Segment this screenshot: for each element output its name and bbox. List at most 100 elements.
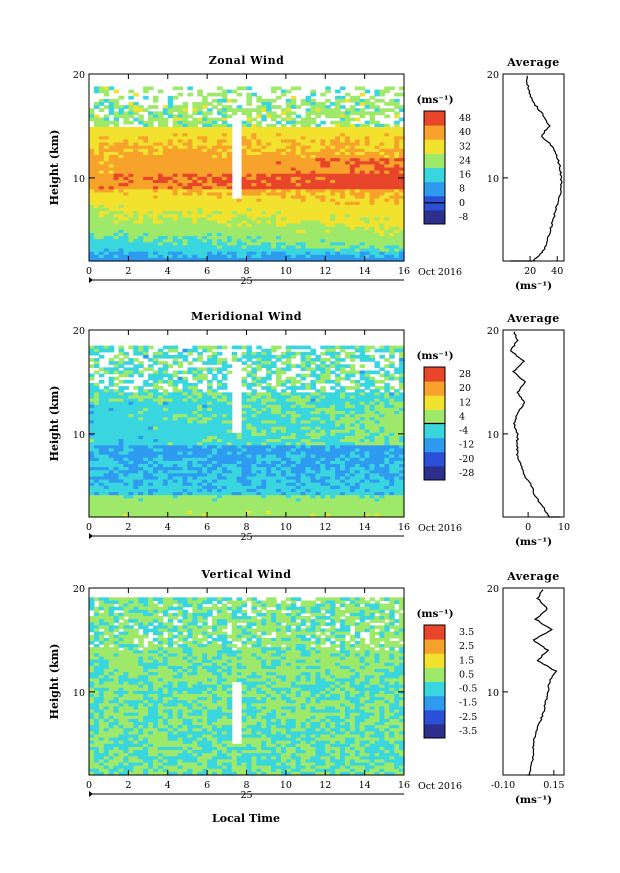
heatmap-cell: [93, 179, 100, 184]
heatmap-cell: [241, 173, 248, 178]
heatmap-cell: [354, 407, 361, 412]
heatmap-cell: [354, 148, 361, 153]
heatmap-cell: [157, 232, 164, 237]
heatmap-cell: [251, 186, 257, 190]
heatmap-cell: [212, 105, 218, 109]
heatmap-cell: [315, 420, 321, 425]
heatmap-cell: [187, 389, 193, 393]
heatmap-cell: [271, 139, 277, 144]
heatmap-cell: [276, 195, 282, 200]
heatmap-cell: [369, 198, 376, 203]
heatmap-cell: [148, 133, 154, 137]
heatmap-cell: [192, 411, 198, 415]
heatmap-cell: [207, 133, 213, 137]
heatmap-cell: [98, 423, 105, 428]
heatmap-cell: [290, 151, 297, 156]
heatmap-cell: [143, 167, 149, 172]
heatmap-cell: [295, 145, 302, 150]
heatmap-cell: [241, 217, 248, 222]
heatmap-cell: [394, 120, 400, 125]
heatmap-cell: [344, 442, 351, 446]
heatmap-cell: [369, 411, 376, 415]
heatmap-cell: [330, 257, 336, 262]
heatmap-cell: [251, 226, 257, 231]
heatmap-cell: [89, 432, 95, 437]
heatmap-cell: [93, 161, 100, 165]
heatmap-cell: [246, 254, 253, 259]
heatmap-cell: [187, 158, 193, 162]
heatmap-cell: [251, 151, 257, 156]
heatmap-cell: [212, 445, 218, 450]
heatmap-cell: [379, 257, 385, 262]
heatmap-cell: [251, 248, 257, 253]
heatmap-cell: [300, 189, 307, 194]
heatmap-cell: [221, 201, 228, 206]
heatmap-cell: [216, 442, 223, 446]
heatmap-cell: [290, 105, 297, 109]
heatmap-cell: [138, 361, 144, 365]
heatmap-cell: [330, 448, 336, 453]
heatmap-cell: [344, 176, 351, 181]
heatmap-cell: [340, 345, 346, 350]
heatmap-cell: [118, 414, 125, 418]
heatmap-cell: [261, 423, 267, 428]
heatmap-cell: [128, 345, 134, 350]
heatmap-cell: [325, 367, 331, 372]
heatmap-cell: [226, 192, 233, 197]
heatmap-cell: [325, 376, 331, 381]
heatmap-cell: [138, 404, 144, 409]
heatmap-cell: [354, 232, 361, 237]
heatmap-cell: [369, 120, 376, 125]
heatmap-cell: [335, 208, 341, 212]
heatmap-cell: [221, 445, 228, 450]
heatmap-cell: [133, 145, 139, 150]
heatmap-cell: [310, 432, 316, 437]
heatmap-cell: [182, 123, 189, 128]
heatmap-cell: [172, 167, 179, 172]
heatmap-cell: [261, 214, 267, 218]
heatmap-cell: [276, 429, 282, 434]
heatmap-cell: [349, 358, 356, 362]
heatmap-cell: [212, 432, 218, 437]
heatmap-cell: [256, 236, 262, 240]
heatmap-cell: [320, 373, 326, 378]
heatmap-cell: [89, 198, 95, 203]
heatmap-cell: [266, 123, 272, 128]
heatmap-cell: [113, 126, 120, 131]
heatmap-cell: [98, 136, 105, 141]
heatmap-cell: [354, 204, 361, 209]
heatmap-cell: [325, 401, 331, 406]
heatmap-cell: [320, 411, 326, 415]
heatmap-cell: [152, 354, 159, 359]
heatmap-cell: [389, 208, 395, 212]
heatmap-cell: [212, 151, 218, 156]
heatmap-cell: [123, 155, 129, 159]
heatmap-cell: [344, 254, 351, 259]
heatmap-cell: [271, 192, 277, 197]
heatmap-cell: [285, 98, 292, 103]
heatmap-cell: [98, 426, 105, 431]
heatmap-cell: [192, 214, 198, 218]
heatmap-cell: [384, 251, 390, 256]
heatmap-cell: [216, 145, 223, 150]
heatmap-cell: [216, 111, 223, 116]
heatmap-cell: [152, 248, 159, 253]
heatmap-cell: [271, 354, 277, 359]
heatmap-cell: [340, 442, 346, 446]
heatmap-cell: [379, 242, 385, 247]
heatmap-cell: [89, 373, 95, 378]
heatmap-cell: [202, 429, 208, 434]
heatmap-cell: [290, 139, 297, 144]
heatmap-cell: [340, 367, 346, 372]
heatmap-cell: [315, 161, 321, 165]
heatmap-cell: [123, 361, 129, 365]
heatmap-cell: [290, 223, 297, 228]
heatmap-cell: [152, 417, 159, 421]
heatmap-cell: [138, 236, 144, 240]
heatmap-cell: [103, 139, 110, 144]
heatmap-cell: [93, 248, 100, 253]
heatmap-cell: [231, 220, 238, 225]
heatmap-cell: [182, 226, 189, 231]
heatmap-cell: [167, 158, 174, 162]
heatmap-cell: [192, 414, 198, 418]
